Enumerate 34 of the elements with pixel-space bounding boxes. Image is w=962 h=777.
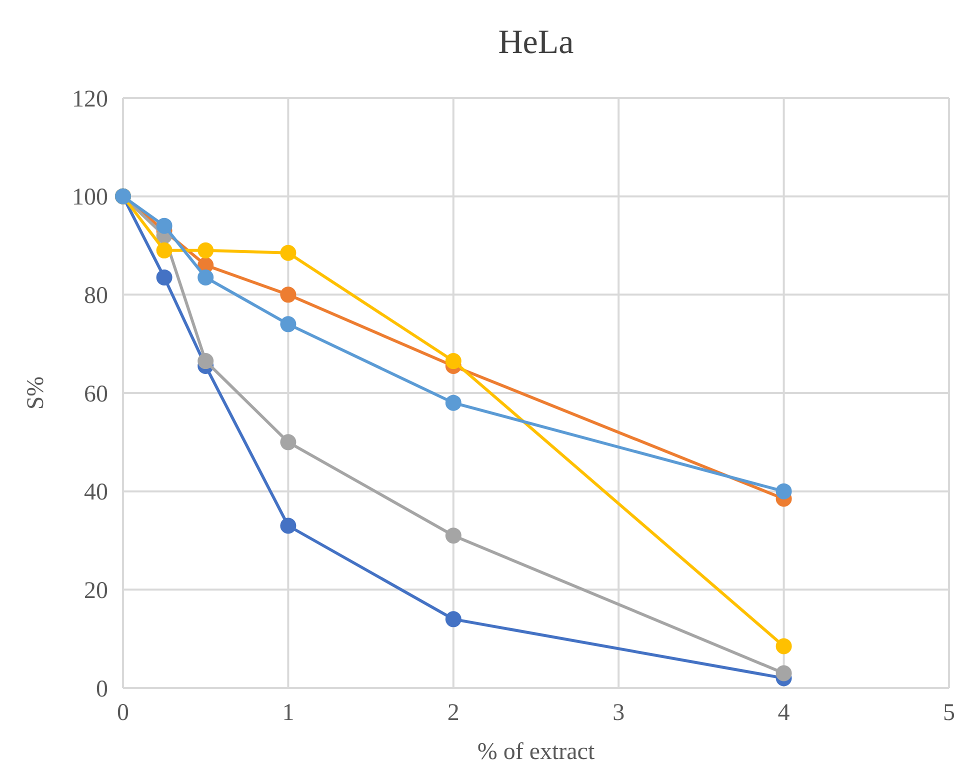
- point: [280, 518, 296, 534]
- point: [280, 434, 296, 450]
- point: [445, 394, 462, 411]
- x-tick-label: 5: [943, 700, 955, 726]
- point: [280, 286, 296, 303]
- y-tick-label: 60: [84, 381, 108, 408]
- y-tick-label: 40: [84, 480, 108, 506]
- x-tick-label: 0: [117, 700, 129, 726]
- x-axis-title: % of extract: [477, 739, 595, 765]
- point: [156, 269, 172, 286]
- x-tick-label: 1: [282, 700, 294, 726]
- point: [776, 638, 792, 654]
- point: [198, 353, 214, 370]
- x-tick-label: 3: [612, 700, 625, 726]
- point: [280, 244, 296, 261]
- point: [445, 353, 462, 370]
- x-tick-label: 2: [447, 700, 460, 726]
- y-tick-label: 120: [72, 86, 108, 112]
- point: [445, 611, 462, 628]
- point: [280, 316, 296, 332]
- point: [156, 218, 172, 234]
- point: [776, 665, 792, 682]
- y-tick-label: 80: [84, 283, 108, 310]
- y-axis-title: S%: [23, 376, 49, 410]
- x-tick-label: 4: [778, 700, 790, 726]
- y-tick-label: 0: [96, 676, 108, 702]
- point: [156, 242, 172, 258]
- point: [776, 483, 792, 500]
- point: [198, 269, 214, 286]
- y-tick-label: 100: [72, 184, 108, 211]
- point: [445, 528, 462, 544]
- y-tick-label: 20: [84, 578, 108, 604]
- chart-title: HeLa: [498, 24, 574, 61]
- point: [198, 242, 214, 258]
